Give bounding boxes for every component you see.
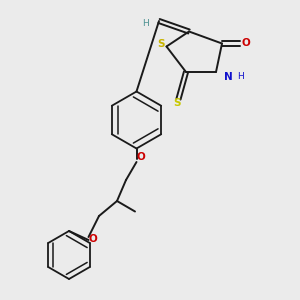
Text: H: H: [237, 72, 243, 81]
Text: S: S: [157, 39, 164, 49]
Text: S: S: [173, 98, 181, 109]
Text: O: O: [88, 233, 98, 244]
Text: H: H: [142, 19, 149, 28]
Text: N: N: [224, 71, 232, 82]
Text: O: O: [242, 38, 250, 48]
Text: O: O: [136, 152, 146, 163]
